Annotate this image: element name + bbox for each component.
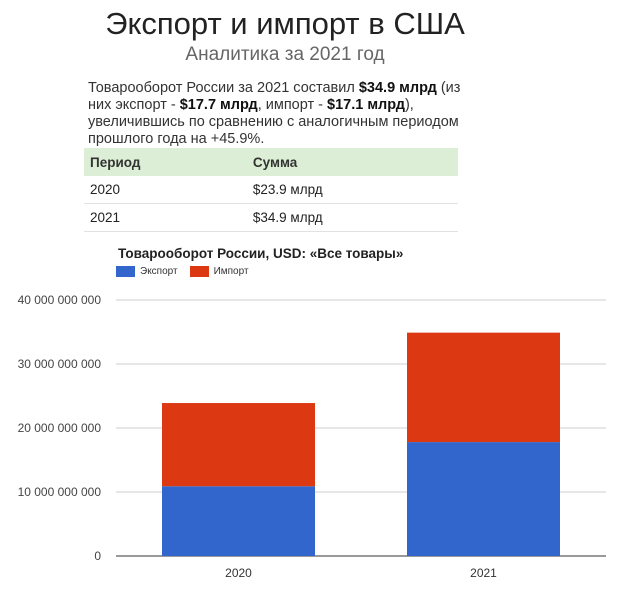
table-cell-period: 2021 <box>84 203 253 232</box>
y-tick-label: 40 000 000 000 <box>18 293 102 307</box>
periods-table: Период Сумма 2020 $23.9 млрд 2021 $34.9 … <box>84 148 458 232</box>
legend-item-export: Экспорт <box>116 266 178 277</box>
table-cell-period: 2020 <box>84 176 253 204</box>
bar-import <box>407 332 560 443</box>
table-cell-sum: $34.9 млрд <box>252 203 458 232</box>
y-tick-label: 10 000 000 000 <box>18 485 102 499</box>
summary-export: $17.7 млрд <box>179 97 258 113</box>
legend-swatch-import <box>189 266 209 277</box>
table-row: 2020 $23.9 млрд <box>84 176 458 204</box>
x-tick-label: 2021 <box>470 566 497 580</box>
summary-import: $17.1 млрд <box>327 97 405 113</box>
bar-export <box>407 442 560 556</box>
y-tick-label: 0 <box>94 549 101 563</box>
table-row: 2021 $34.9 млрд <box>84 203 458 232</box>
x-tick-label: 2020 <box>225 566 252 580</box>
legend-label-export: Экспорт <box>140 266 178 277</box>
page-subtitle: Аналитика за 2021 год <box>185 44 385 65</box>
summary-text: Товарооборот России за 2021 составил $34… <box>88 80 468 148</box>
column-header-sum: Сумма <box>252 148 458 176</box>
chart-legend: Экспорт Импорт <box>116 266 261 277</box>
bar-import <box>162 403 315 487</box>
legend-swatch-export <box>116 266 135 277</box>
y-tick-label: 20 000 000 000 <box>18 421 102 435</box>
summary-part-2: (из них экспорт - <box>88 80 461 113</box>
chart-title: Товарооборот России, USD: «Все товары» <box>118 246 404 261</box>
y-tick-label: 30 000 000 000 <box>18 357 102 371</box>
table-header-row: Период Сумма <box>84 148 458 176</box>
summary-part-4: ), увеличившись по сравнению с аналогичн… <box>88 97 459 147</box>
summary-part-3: , импорт - <box>257 97 328 113</box>
bar-export <box>162 486 315 556</box>
page-title: Экспорт и импорт в США <box>105 6 465 41</box>
bar-chart: 0 10 000 000 000 20 000 000 000 30 000 000 … <box>18 293 606 580</box>
legend-label-import: Импорт <box>213 266 249 277</box>
summary-part-1: Товарооборот России за 2021 составил <box>88 80 359 96</box>
legend-item-import: Импорт <box>189 266 249 277</box>
summary-total: $34.9 млрд <box>358 80 437 96</box>
table-cell-sum: $23.9 млрд <box>252 176 458 204</box>
column-header-period: Период <box>84 148 253 176</box>
